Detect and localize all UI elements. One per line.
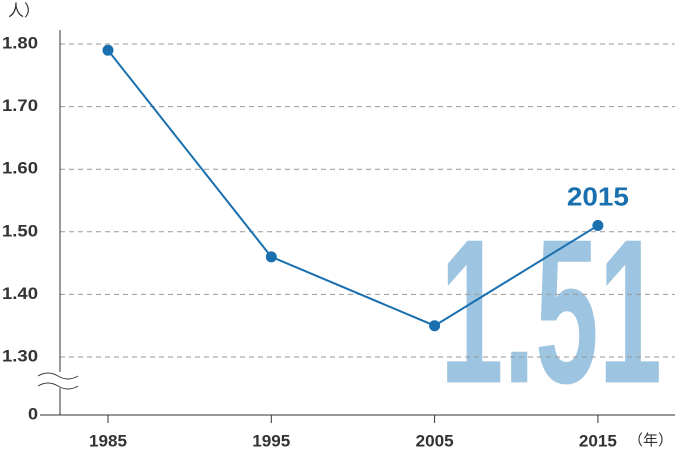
y-tick-label: 1.60: [2, 159, 38, 178]
y-tick-label: 1.70: [2, 96, 38, 115]
x-tick-label: 1985: [89, 431, 127, 450]
y-tick-label: 1.40: [2, 284, 38, 303]
point: [592, 220, 604, 232]
y-unit: 人）: [8, 2, 40, 20]
point: [102, 44, 114, 56]
y-tick-label: 0: [28, 404, 38, 423]
x-tick-label: 2015: [579, 431, 617, 450]
x-tick-label: 2005: [416, 431, 454, 450]
highlight-label: 1.51: [440, 196, 662, 426]
point-label: 2015: [567, 181, 629, 211]
y-tick-label: 1.50: [2, 221, 38, 240]
axis-break: [37, 372, 79, 390]
point: [265, 251, 277, 263]
x-unit: （年）: [628, 432, 673, 449]
line: [107, 49, 599, 327]
y-tick-label: 1.30: [2, 346, 38, 365]
point: [429, 320, 441, 332]
x-tick-label: 1995: [252, 431, 290, 450]
y-tick-label: 1.80: [2, 33, 38, 52]
